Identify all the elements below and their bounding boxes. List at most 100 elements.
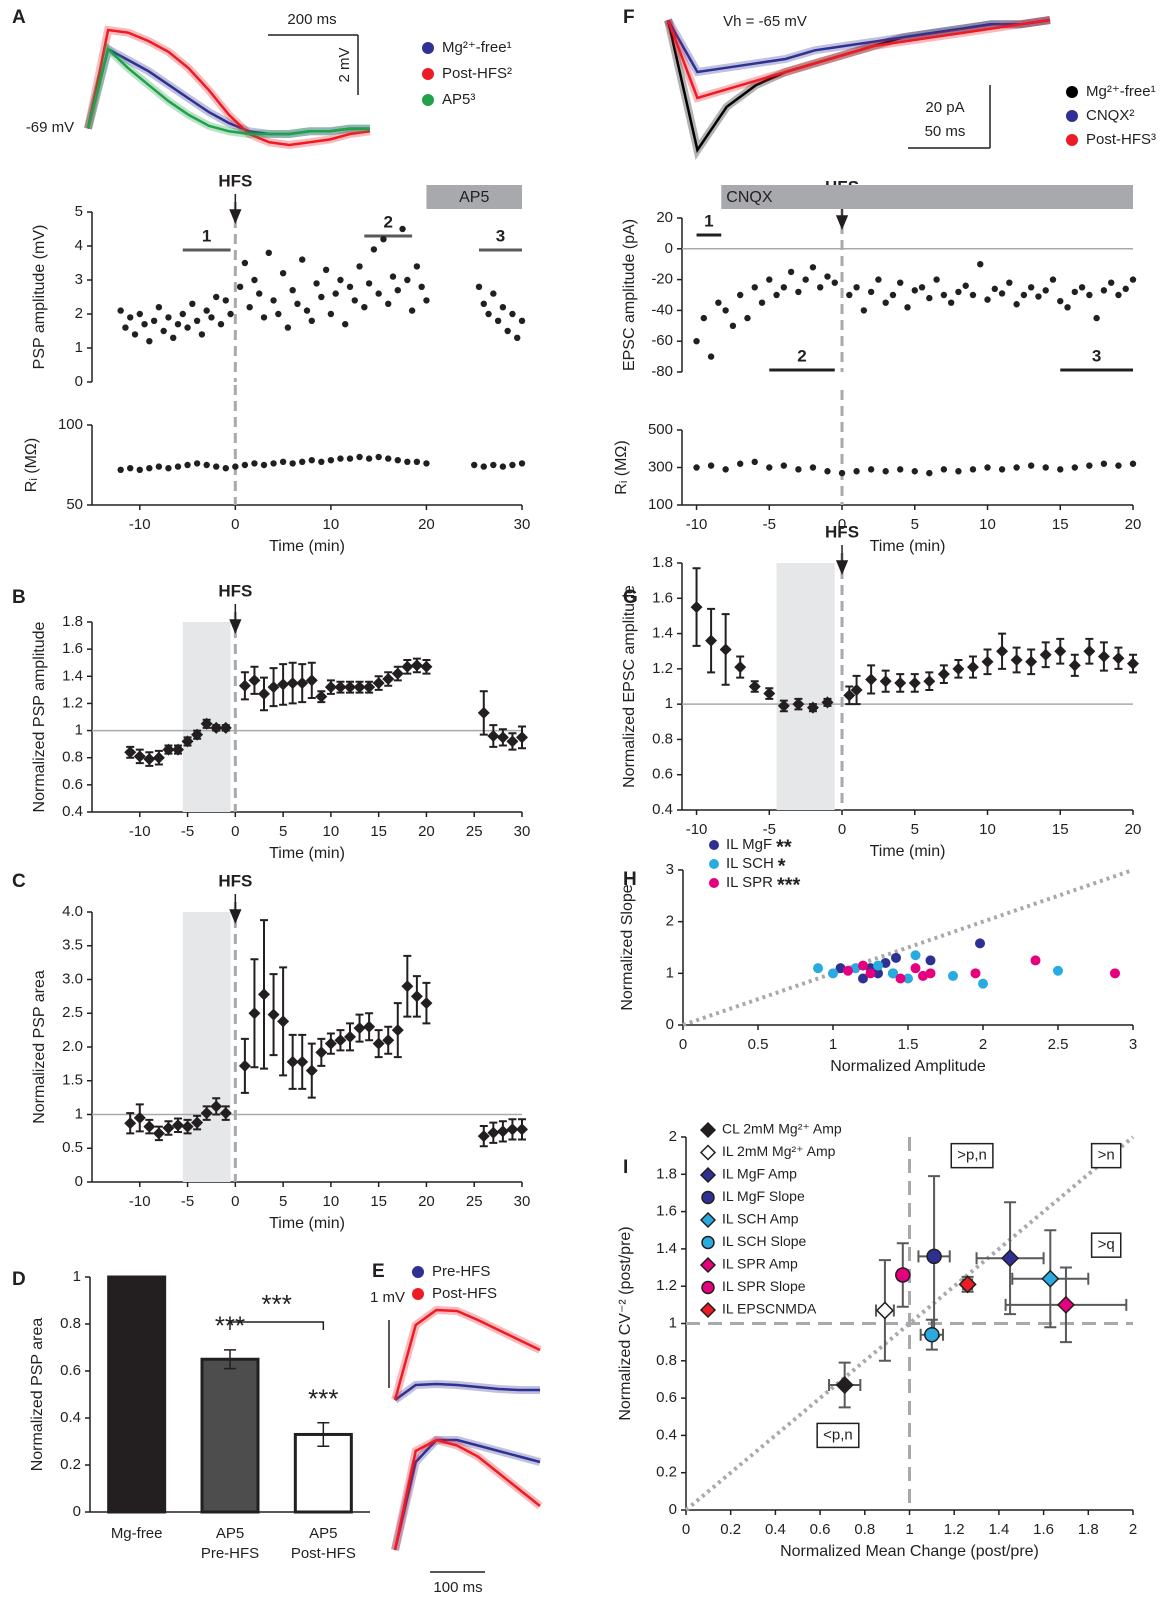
- y-tick-label: 0.4: [62, 803, 83, 820]
- panel-letter: C: [12, 871, 26, 892]
- point: [404, 458, 411, 465]
- legend-label: IL SPR Slope: [722, 1278, 806, 1294]
- point: [880, 958, 891, 968]
- panel-letter: F: [623, 7, 635, 28]
- point: [471, 461, 478, 469]
- point: [509, 310, 516, 318]
- point: [991, 285, 998, 293]
- y-axis-label: Rᵢ (MΩ): [613, 440, 630, 494]
- bar: [200, 1357, 260, 1514]
- panel-letter: G: [623, 587, 638, 608]
- point: [925, 968, 936, 979]
- x-tick-label: 15: [1052, 821, 1069, 838]
- point: [891, 952, 901, 963]
- y-tick-label: 0: [665, 240, 673, 257]
- point: [286, 677, 299, 690]
- point: [888, 968, 898, 979]
- point: [809, 464, 817, 471]
- point: [227, 310, 234, 318]
- point: [136, 466, 143, 473]
- point: [1127, 657, 1139, 670]
- point: [213, 463, 220, 470]
- legend-marker: [1066, 110, 1078, 122]
- legend-label: IL MgF: [726, 836, 772, 853]
- event-label: HFS: [825, 522, 859, 541]
- point: [766, 276, 773, 283]
- point: [1030, 955, 1041, 966]
- x-tick-label: 10: [323, 516, 340, 533]
- point: [948, 970, 958, 981]
- point: [213, 293, 220, 301]
- point: [308, 457, 315, 464]
- point: [889, 291, 897, 299]
- y-tick-label: 2.5: [62, 1004, 83, 1021]
- point: [838, 469, 846, 477]
- y-tick-label: 1: [665, 695, 673, 712]
- drug-label: CNQX: [726, 189, 773, 206]
- legend-marker: [701, 1190, 715, 1205]
- event-arrow: [229, 604, 242, 634]
- point: [1100, 287, 1108, 294]
- y-axis-label: Normalized PSP area: [31, 970, 48, 1124]
- y-tick-label: -40: [651, 301, 673, 318]
- point: [184, 324, 191, 331]
- point: [858, 973, 868, 984]
- y-tick-label: -80: [651, 363, 673, 380]
- x-axis-label: Time (min): [269, 538, 345, 555]
- legend-marker: [699, 1121, 717, 1139]
- point: [327, 457, 335, 464]
- point: [344, 681, 356, 694]
- point: [152, 1127, 165, 1140]
- point: [351, 297, 358, 304]
- x-tick-label: 0.6: [810, 1521, 831, 1538]
- point: [375, 453, 382, 461]
- point: [380, 236, 387, 243]
- point: [174, 321, 182, 328]
- y-tick-label: 0.2: [656, 1464, 677, 1481]
- x-tick-label: 5: [279, 823, 287, 840]
- point: [162, 743, 175, 756]
- point: [736, 291, 744, 299]
- point: [1071, 464, 1079, 471]
- point: [962, 282, 969, 289]
- trace: [393, 1438, 541, 1551]
- x-tick-label: 20: [1125, 516, 1142, 533]
- point: [267, 1008, 280, 1021]
- x-tick-label: 2: [1129, 1521, 1137, 1538]
- point: [353, 681, 366, 694]
- point: [127, 314, 134, 321]
- point: [394, 287, 401, 294]
- y-tick-label: 0.8: [652, 730, 673, 747]
- point: [260, 461, 268, 469]
- y-tick-label: 50: [66, 496, 83, 513]
- x-tick-label: 1.5: [898, 1036, 919, 1053]
- legend-significance: **: [776, 836, 792, 858]
- point: [413, 263, 421, 270]
- x-tick-label: 20: [418, 516, 435, 533]
- x-tick-label: -10: [129, 1193, 151, 1210]
- point: [315, 690, 328, 703]
- point: [174, 463, 182, 470]
- point: [875, 276, 882, 283]
- legend-marker: [699, 1144, 717, 1161]
- y-tick-label: 0.6: [62, 776, 83, 793]
- point: [496, 731, 509, 744]
- point: [279, 458, 287, 465]
- x-tick-label: 1.8: [1078, 1521, 1099, 1538]
- baseline-window: [182, 912, 231, 1182]
- point: [372, 1037, 385, 1050]
- point: [828, 968, 838, 979]
- point: [277, 678, 290, 691]
- point: [222, 297, 229, 304]
- point: [923, 675, 936, 688]
- region-box: [1090, 1232, 1122, 1258]
- point: [184, 461, 191, 469]
- point: [1115, 462, 1122, 469]
- y-axis-label: Normalized PSP amplitude: [31, 621, 48, 812]
- point: [1020, 291, 1028, 299]
- point: [477, 706, 490, 719]
- legend-marker: [699, 1211, 717, 1229]
- point: [155, 463, 163, 470]
- point: [975, 938, 985, 949]
